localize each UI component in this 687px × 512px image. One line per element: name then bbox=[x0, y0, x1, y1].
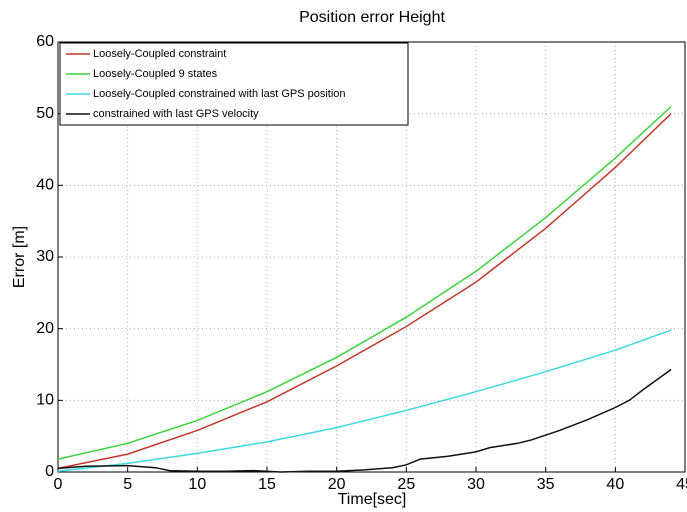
x-axis-label: Time[sec] bbox=[338, 491, 407, 508]
legend-label: Loosely-Coupled constrained with last GP… bbox=[93, 88, 346, 100]
x-tick-label: 0 bbox=[54, 476, 63, 493]
y-tick-label: 40 bbox=[36, 177, 54, 194]
legend-label: constrained with last GPS velocity bbox=[93, 108, 259, 120]
y-tick-label: 10 bbox=[36, 392, 54, 409]
x-tick-label: 20 bbox=[328, 476, 346, 493]
series-line bbox=[57, 105, 672, 460]
legend-box bbox=[59, 42, 409, 126]
x-tick-label: 45 bbox=[676, 476, 687, 493]
chart-title: Position error Height bbox=[299, 9, 445, 26]
y-tick-label: 50 bbox=[36, 105, 54, 122]
series-line bbox=[57, 329, 672, 473]
x-tick-label: 25 bbox=[397, 476, 415, 493]
y-tick-label: 60 bbox=[36, 33, 54, 50]
series-line bbox=[57, 368, 672, 473]
x-tick-label: 35 bbox=[537, 476, 555, 493]
y-tick-label: 0 bbox=[45, 463, 54, 480]
y-axis-label: Error [m] bbox=[11, 226, 28, 288]
x-tick-label: 15 bbox=[258, 476, 276, 493]
legend-label: Loosely-Coupled 9 states bbox=[93, 68, 218, 80]
y-tick-label: 20 bbox=[36, 320, 54, 337]
plot-frame bbox=[57, 41, 686, 473]
series-line bbox=[57, 113, 672, 470]
legend-label: Loosely-Coupled constraint bbox=[93, 48, 226, 60]
y-tick-label: 30 bbox=[36, 248, 54, 265]
x-tick-label: 10 bbox=[188, 476, 206, 493]
x-tick-label: 40 bbox=[606, 476, 624, 493]
x-tick-label: 5 bbox=[123, 476, 132, 493]
x-tick-label: 30 bbox=[467, 476, 485, 493]
